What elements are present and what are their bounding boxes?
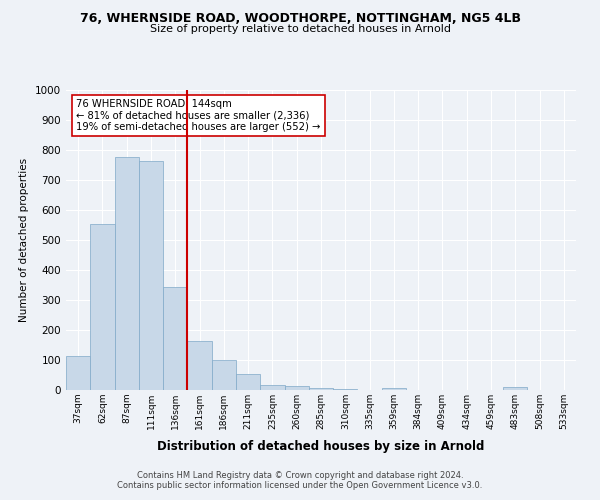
Text: Contains HM Land Registry data © Crown copyright and database right 2024.
Contai: Contains HM Land Registry data © Crown c… [118,470,482,490]
Bar [66,356,90,390]
Bar [260,385,284,390]
Y-axis label: Number of detached properties: Number of detached properties [19,158,29,322]
Bar [90,224,115,390]
Bar [163,286,187,390]
Bar [382,388,406,390]
Bar [236,374,260,390]
Bar [139,161,163,390]
Bar [503,388,527,390]
Bar [309,388,333,390]
Bar [333,388,358,390]
Text: 76 WHERNSIDE ROAD: 144sqm
← 81% of detached houses are smaller (2,336)
19% of se: 76 WHERNSIDE ROAD: 144sqm ← 81% of detac… [76,99,320,132]
Text: 76, WHERNSIDE ROAD, WOODTHORPE, NOTTINGHAM, NG5 4LB: 76, WHERNSIDE ROAD, WOODTHORPE, NOTTINGH… [79,12,521,26]
Bar [212,360,236,390]
Text: Size of property relative to detached houses in Arnold: Size of property relative to detached ho… [149,24,451,34]
Bar [284,386,309,390]
Bar [115,156,139,390]
Bar [187,341,212,390]
X-axis label: Distribution of detached houses by size in Arnold: Distribution of detached houses by size … [157,440,485,454]
